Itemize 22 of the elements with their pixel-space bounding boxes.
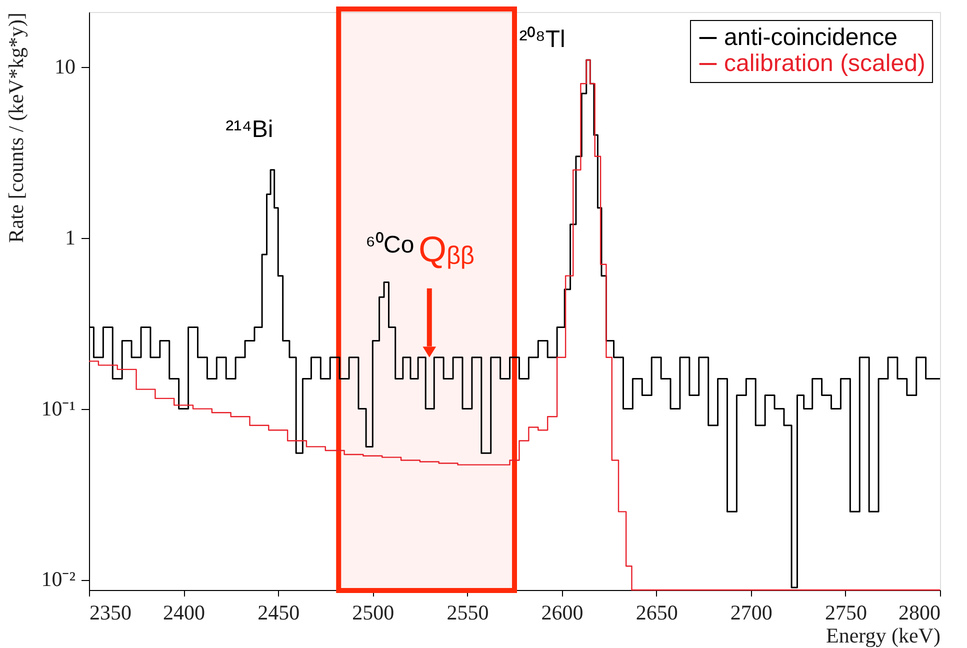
- legend-label: anti-coincidence: [724, 24, 898, 51]
- x-tick-label: 2350: [90, 600, 132, 624]
- legend-label: calibration (scaled): [724, 50, 926, 77]
- annotation: ²¹⁴Bi: [226, 116, 274, 143]
- x-tick-label: 2400: [163, 600, 206, 624]
- y-axis-title: Rate [counts / (keV*kg*y)]: [4, 12, 28, 243]
- x-tick-label: 2550: [446, 600, 489, 624]
- annotation: ²⁰⁸Tl: [519, 26, 566, 53]
- y-tick-label: 10⁻²: [41, 567, 76, 592]
- x-tick-label: 2750: [824, 600, 867, 624]
- x-axis-title: Energy (keV): [826, 624, 940, 648]
- x-tick-label: 2650: [636, 600, 678, 624]
- x-tick-label: 2500: [352, 600, 394, 624]
- y-tick-label: 10: [54, 54, 76, 79]
- x-tick-label: 2800: [898, 600, 940, 624]
- y-tick-label: 10⁻¹: [41, 396, 76, 420]
- y-tick-label: 1: [65, 225, 76, 250]
- x-tick-label: 2700: [730, 600, 772, 624]
- annotation: ⁶⁰Co: [366, 231, 414, 258]
- annotation: Qᵦᵦ: [418, 228, 474, 270]
- x-tick-label: 2600: [541, 600, 584, 624]
- x-tick-label: 2450: [258, 600, 300, 624]
